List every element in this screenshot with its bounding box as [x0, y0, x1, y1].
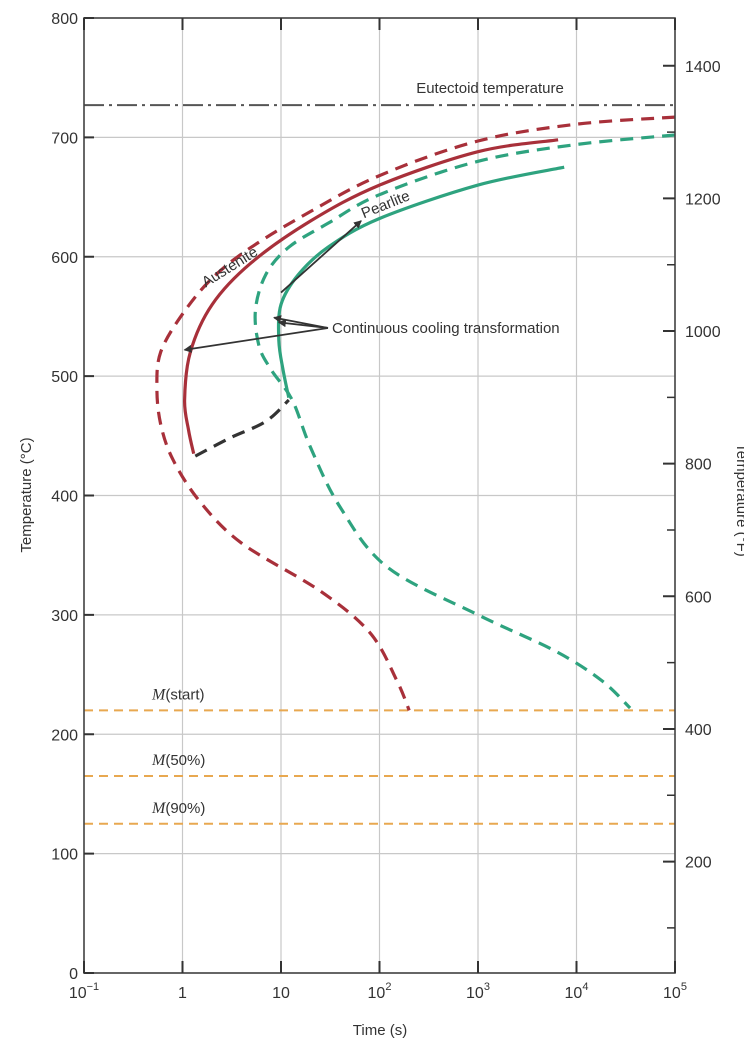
x-tick-label: 10 [272, 985, 290, 1002]
pearlite-arrow [280, 220, 362, 294]
green-solid-curve [276, 165, 565, 398]
tick-labels: 10−1 1 10 102 103 104 105010020030040050060070… [51, 11, 720, 1002]
y-tick-label-right: 600 [685, 589, 712, 606]
martensite-label-letter: M [151, 752, 167, 769]
x-tick-label-exponent: 5 [681, 981, 687, 993]
y-tick-label-left: 500 [51, 369, 78, 386]
martensite-label: M(90%) [151, 800, 205, 817]
y-axis-title-left: Temperature (°C) [18, 437, 35, 552]
x-tick-label-exponent: 3 [484, 981, 490, 993]
reference-lines: Eutectoid temperatureM(start)M(50%)M(90%… [84, 80, 675, 825]
black-dashed-curve [194, 398, 290, 458]
y-tick-label-right: 1400 [685, 59, 721, 76]
x-tick-label-exponent: −1 [87, 981, 100, 993]
x-tick-label: 105 [663, 981, 687, 1002]
y-tick-label-left: 700 [51, 130, 78, 147]
x-tick-label-base: 10 [272, 985, 290, 1002]
red-solid-curve [182, 138, 559, 455]
martensite-label-letter: M [151, 800, 167, 817]
y-tick-label-left: 0 [69, 966, 78, 983]
martensite-label-suffix: (50%) [165, 752, 205, 769]
y-tick-label-right: 800 [685, 457, 712, 474]
x-tick-label-exponent: 4 [582, 981, 588, 993]
x-tick-label: 102 [368, 981, 392, 1002]
red-dashed-curve [155, 115, 676, 712]
y-tick-label-right: 1000 [685, 324, 721, 341]
martensite-label-letter: M [151, 686, 167, 703]
y-tick-label-right: 200 [685, 855, 712, 872]
x-tick-label-base: 10 [466, 985, 484, 1002]
x-tick-label-base: 10 [69, 985, 87, 1002]
x-tick-label-exponent: 2 [385, 981, 391, 993]
y-axis-title-right: Temperature (°F) [733, 443, 744, 557]
x-tick-label: 1 [178, 985, 187, 1002]
martensite-label-suffix: (90%) [165, 800, 205, 817]
x-tick-label: 10−1 [69, 981, 99, 1002]
x-tick-label-base: 10 [368, 985, 386, 1002]
x-axis-title: Time (s) [353, 1022, 407, 1039]
y-tick-label-right: 1200 [685, 191, 721, 208]
martensite-label: M(start) [151, 686, 205, 703]
x-tick-label-base: 10 [565, 985, 583, 1002]
y-tick-label-left: 800 [51, 11, 78, 28]
x-tick-label-base: 10 [663, 985, 681, 1002]
x-tick-label: 103 [466, 981, 490, 1002]
series [155, 115, 676, 712]
eutectoid-label: Eutectoid temperature [416, 80, 564, 97]
y-tick-label-left: 600 [51, 250, 78, 267]
x-tick-label: 104 [565, 981, 589, 1002]
cct-arrow [183, 327, 329, 353]
martensite-label: M(50%) [151, 752, 205, 769]
martensite-label-suffix: (start) [165, 686, 204, 703]
ticks [83, 17, 676, 974]
green-dashed-curve [253, 133, 676, 710]
y-tick-label-left: 300 [51, 608, 78, 625]
cct-label: Continuous cooling transformation [332, 320, 560, 337]
cct-arrow [273, 315, 329, 329]
y-tick-label-left: 200 [51, 727, 78, 744]
y-tick-label-right: 400 [685, 722, 712, 739]
y-tick-label-left: 100 [51, 847, 78, 864]
y-tick-label-left: 400 [51, 489, 78, 506]
x-tick-label-base: 1 [178, 985, 187, 1002]
